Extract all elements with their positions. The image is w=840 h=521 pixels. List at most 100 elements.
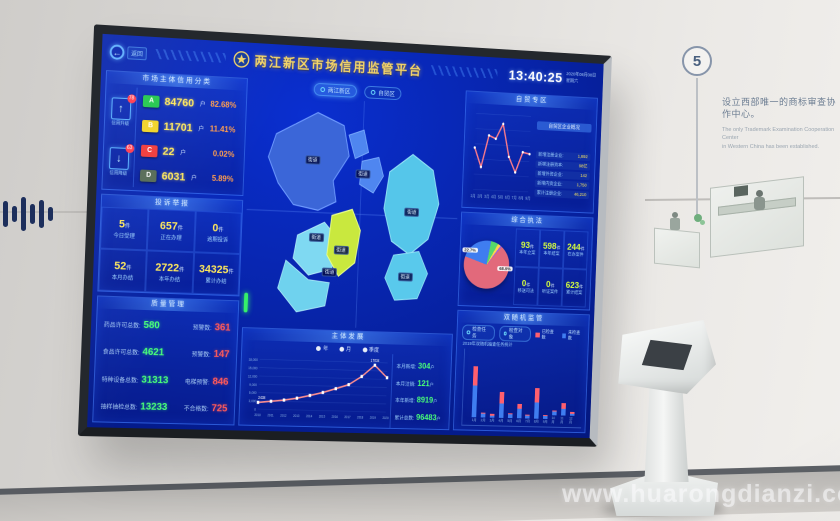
svg-text:9,000: 9,000	[249, 382, 257, 387]
panel-law-enforcement: 综合执法 68.9% 22.7% 93件 本年立案 598件 本年结案 244件 在办案件…	[457, 211, 594, 311]
ftz-row: 累计注册企业: 46,210	[533, 188, 590, 199]
isometric-office-illustration	[648, 168, 826, 290]
bar-group: 8月	[534, 353, 542, 425]
map-district-label: 街道	[333, 245, 349, 255]
subject-stat: 本月注销: 121 户	[395, 378, 434, 388]
svg-text:2012: 2012	[280, 413, 287, 417]
complaint-cell: 2722件 本年办结	[145, 250, 194, 294]
svg-text:2018: 2018	[357, 415, 363, 419]
center-column: 两江新区 自贸区	[238, 78, 462, 431]
svg-text:7月: 7月	[512, 195, 517, 200]
clock: 13:40:25 2020年08月08日 星期六	[508, 67, 596, 87]
svg-text:9月: 9月	[525, 196, 530, 201]
ftz-row: 新增注册资本: 98亿	[535, 159, 591, 171]
ftz-line-chart: 1月 2月 3月 4月 5月 6月 7月 8月 9月	[464, 105, 534, 208]
ftz-list: 自贸区企业概况 新增注册企业: 1,892 新增注册资本: 98亿 新增外资企业: 142…	[531, 109, 595, 211]
back-button[interactable]: ← 返回	[109, 43, 148, 61]
grade-badge: A	[142, 94, 160, 108]
random-tab-targets[interactable]: 检查对象	[498, 325, 532, 342]
grade-unit: 户	[198, 126, 205, 133]
bar-group: 11月	[560, 353, 568, 425]
illustration-person-head	[756, 190, 763, 197]
svg-text:3月: 3月	[484, 194, 489, 199]
law-stat-cell: 93件 本年立案	[514, 228, 541, 268]
bar-group: 9月	[542, 353, 550, 425]
svg-text:2438: 2438	[258, 396, 265, 401]
panel-quality: 质量管理 药品许可总数: 580 预警数: 361 食品许可总数: 4621 预警数: 147…	[92, 295, 240, 426]
ftz-row: 新增外资企业: 142	[534, 169, 590, 180]
bar-group: 7月	[525, 352, 533, 424]
clock-week: 星期六	[565, 77, 579, 84]
subject-stats: 本月新增: 304 户本月注销: 121 户本年新增: 8919 户累计总数: 96483 户	[389, 354, 452, 430]
complaint-cell: 34325件 累计办结	[192, 252, 241, 296]
watermark: www.huarongdianzi.com	[562, 480, 840, 508]
radio-icon	[503, 331, 508, 336]
svg-text:0: 0	[254, 407, 256, 411]
complaint-cell: 657件 正在办理	[147, 208, 196, 253]
equalizer-icon	[0, 188, 53, 240]
credit-upgrade-icon[interactable]: ↑ 78	[110, 93, 137, 120]
ftz-row: 新增注册企业: 1,892	[535, 150, 591, 161]
grade-badge: D	[140, 169, 158, 182]
bar-group: 6月	[516, 352, 524, 424]
illustration-plant	[700, 220, 705, 225]
panel-subject-growth: 主体发展 年月季度 0 3,000 6,000 9,000 12,000 15,000 18…	[238, 327, 453, 431]
map-tab-1[interactable]: 自贸区	[364, 85, 402, 101]
grade-percent: 82.68%	[210, 99, 237, 110]
credit-grade-row: D 6031 户 5.89%	[140, 169, 239, 185]
grade-count: 6031	[161, 170, 186, 184]
upgrade-label: 信用升级	[111, 119, 130, 126]
quality-row: 特种设备总数: 31313 电梯预警: 846	[101, 374, 229, 388]
illustration-plant	[694, 214, 702, 222]
map-progress-bar	[243, 292, 249, 313]
title-box: 两江新区市场信用监管平台	[233, 49, 423, 79]
wall-step-text-en: The only Trademark Examination Cooperati…	[722, 126, 840, 151]
law-stat-cell: 244件 在办案件	[562, 230, 589, 270]
upgrade-badge: 78	[126, 93, 137, 104]
grade-unit: 户	[190, 175, 197, 183]
map-district-label: 街道	[322, 267, 338, 277]
svg-text:2020: 2020	[382, 416, 388, 420]
ftz-row: 新增内资企业: 1,750	[534, 178, 590, 190]
wall-line-left	[0, 211, 90, 213]
right-column: 自贸专区 1月 2月 3月 4月 5月 6月 7月 8月 9月 自贸区企业概况 新增注册企业: 1…	[452, 90, 598, 434]
map-district-label: 街道	[308, 232, 324, 243]
map-shapes	[242, 95, 461, 331]
law-stats-grid: 93件 本年立案 598件 本年结案 244件 在办案件 0件 移送司法 0件 听证案件 623件累…	[513, 228, 589, 308]
svg-text:8月: 8月	[518, 195, 523, 200]
credit-arrows: ↑ 78 信用升级 ↓ 63	[106, 86, 137, 187]
back-arrow-icon[interactable]: ←	[109, 43, 125, 60]
back-label[interactable]: 返回	[127, 45, 148, 60]
pie-label: 22.7%	[462, 247, 478, 253]
downgrade-label: 信用降级	[109, 169, 128, 176]
downgrade-badge: 63	[124, 143, 135, 153]
complaint-cell: 0件 逾期投诉	[193, 210, 242, 255]
svg-text:3,000: 3,000	[249, 399, 257, 404]
complaint-cell: 52件 本月办结	[98, 248, 148, 293]
subject-stat: 累计总数: 96483 户	[394, 412, 441, 422]
header-decoration-left	[154, 48, 227, 63]
subject-stat: 本年新增: 8919 户	[395, 395, 438, 405]
grade-percent: 0.02%	[212, 149, 235, 160]
random-bar-chart: 1月 2月 3月 4月 5月 6月 7月 8月 9月 10月 11月 12月	[461, 348, 584, 429]
kiosk-touchscreen[interactable]	[641, 339, 693, 371]
svg-text:18,000: 18,000	[248, 357, 257, 362]
law-stat-cell: 0件 听证案件	[537, 267, 563, 307]
panel-credit-classification: 市场主体信用分类 ↑ 78 信用升级	[101, 70, 248, 197]
ftz-list-header: 自贸区企业概况	[536, 120, 592, 133]
random-tab-tasks[interactable]: 检查任务	[461, 324, 495, 341]
map-tab-0[interactable]: 两江新区	[313, 82, 358, 98]
bar-legend: 已检查数 未检查数	[535, 329, 584, 342]
svg-text:2016: 2016	[332, 414, 339, 418]
clock-time: 13:40:25	[508, 66, 563, 86]
district-map: 街道 街道 街道 街道 街道 街道 街道	[242, 95, 461, 331]
bar-group: 3月	[489, 351, 497, 423]
panel-random-inspection: 双随机监管 检查任务 检查对象 已检查数 未检查数	[452, 309, 590, 434]
complaints-grid: 5件 今日受理 657件 正在办理 0件 逾期投诉 52件 本月办结 2722件 本年办结 3432…	[98, 206, 242, 296]
quality-row: 食品许可总数: 4621 预警数: 147	[102, 347, 230, 361]
wall-step-en-line2: in Western China has been established.	[722, 143, 820, 150]
credit-downgrade-icon[interactable]: ↓ 63	[108, 143, 135, 170]
map-district-label: 街道	[397, 272, 413, 282]
illustration-figure-body	[670, 218, 680, 230]
wall-step-text-zh: 设立西部唯一的商标审查协作中心。	[722, 97, 837, 120]
